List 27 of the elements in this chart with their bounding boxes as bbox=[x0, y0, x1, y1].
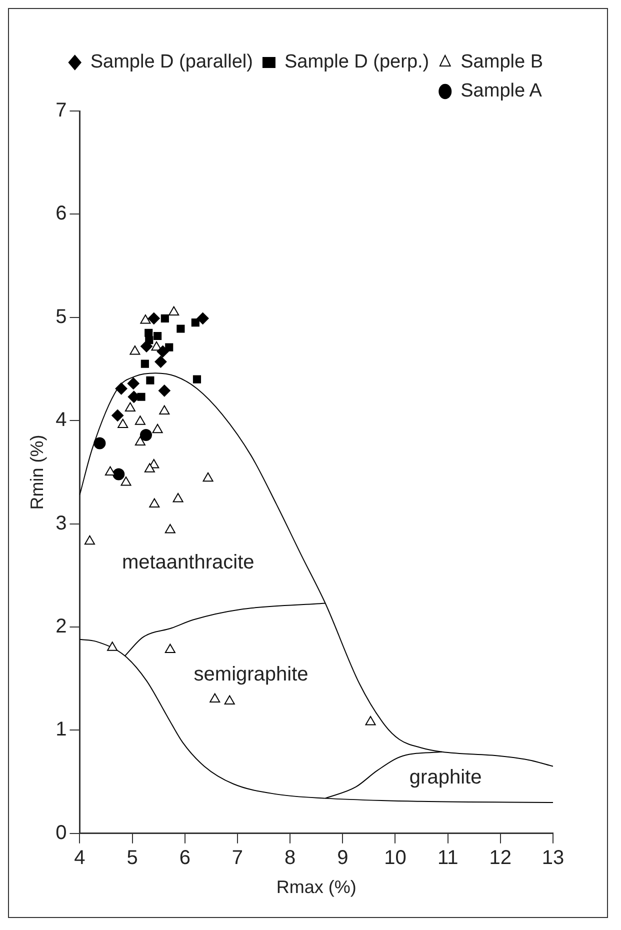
legend-label: Sample D (perp.) bbox=[284, 52, 430, 73]
x-tick-label: 12 bbox=[489, 846, 512, 869]
x-tick-label: 6 bbox=[179, 846, 190, 869]
y-tick-label: 4 bbox=[56, 409, 67, 432]
y-tick-label: 2 bbox=[56, 616, 67, 638]
x-tick-label: 9 bbox=[337, 846, 348, 869]
x-tick-label: 13 bbox=[542, 846, 564, 869]
legend-label: Sample B bbox=[460, 52, 543, 73]
x-tick-label: 8 bbox=[284, 846, 296, 869]
y-tick-label: 5 bbox=[56, 306, 67, 328]
y-axis-title: Rmin (%) bbox=[26, 434, 47, 510]
x-axis-title: Rmax (%) bbox=[276, 877, 356, 898]
annotation: graphite bbox=[409, 766, 482, 788]
legend-label: Sample A bbox=[460, 80, 542, 102]
y-tick-label: 7 bbox=[56, 100, 67, 122]
annotation: semigraphite bbox=[194, 664, 308, 686]
y-tick-label: 3 bbox=[56, 512, 67, 534]
y-tick-label: 6 bbox=[56, 202, 67, 225]
x-tick-label: 5 bbox=[126, 846, 138, 869]
x-tick-label: 7 bbox=[232, 846, 244, 869]
x-tick-label: 4 bbox=[74, 846, 86, 869]
y-tick-label: 0 bbox=[56, 822, 67, 844]
x-tick-label: 10 bbox=[384, 846, 406, 869]
y-tick-label: 1 bbox=[56, 718, 67, 741]
x-tick-label: 11 bbox=[437, 846, 458, 869]
annotation: metaanthracite bbox=[122, 552, 254, 574]
legend-label: Sample D (parallel) bbox=[90, 52, 253, 73]
